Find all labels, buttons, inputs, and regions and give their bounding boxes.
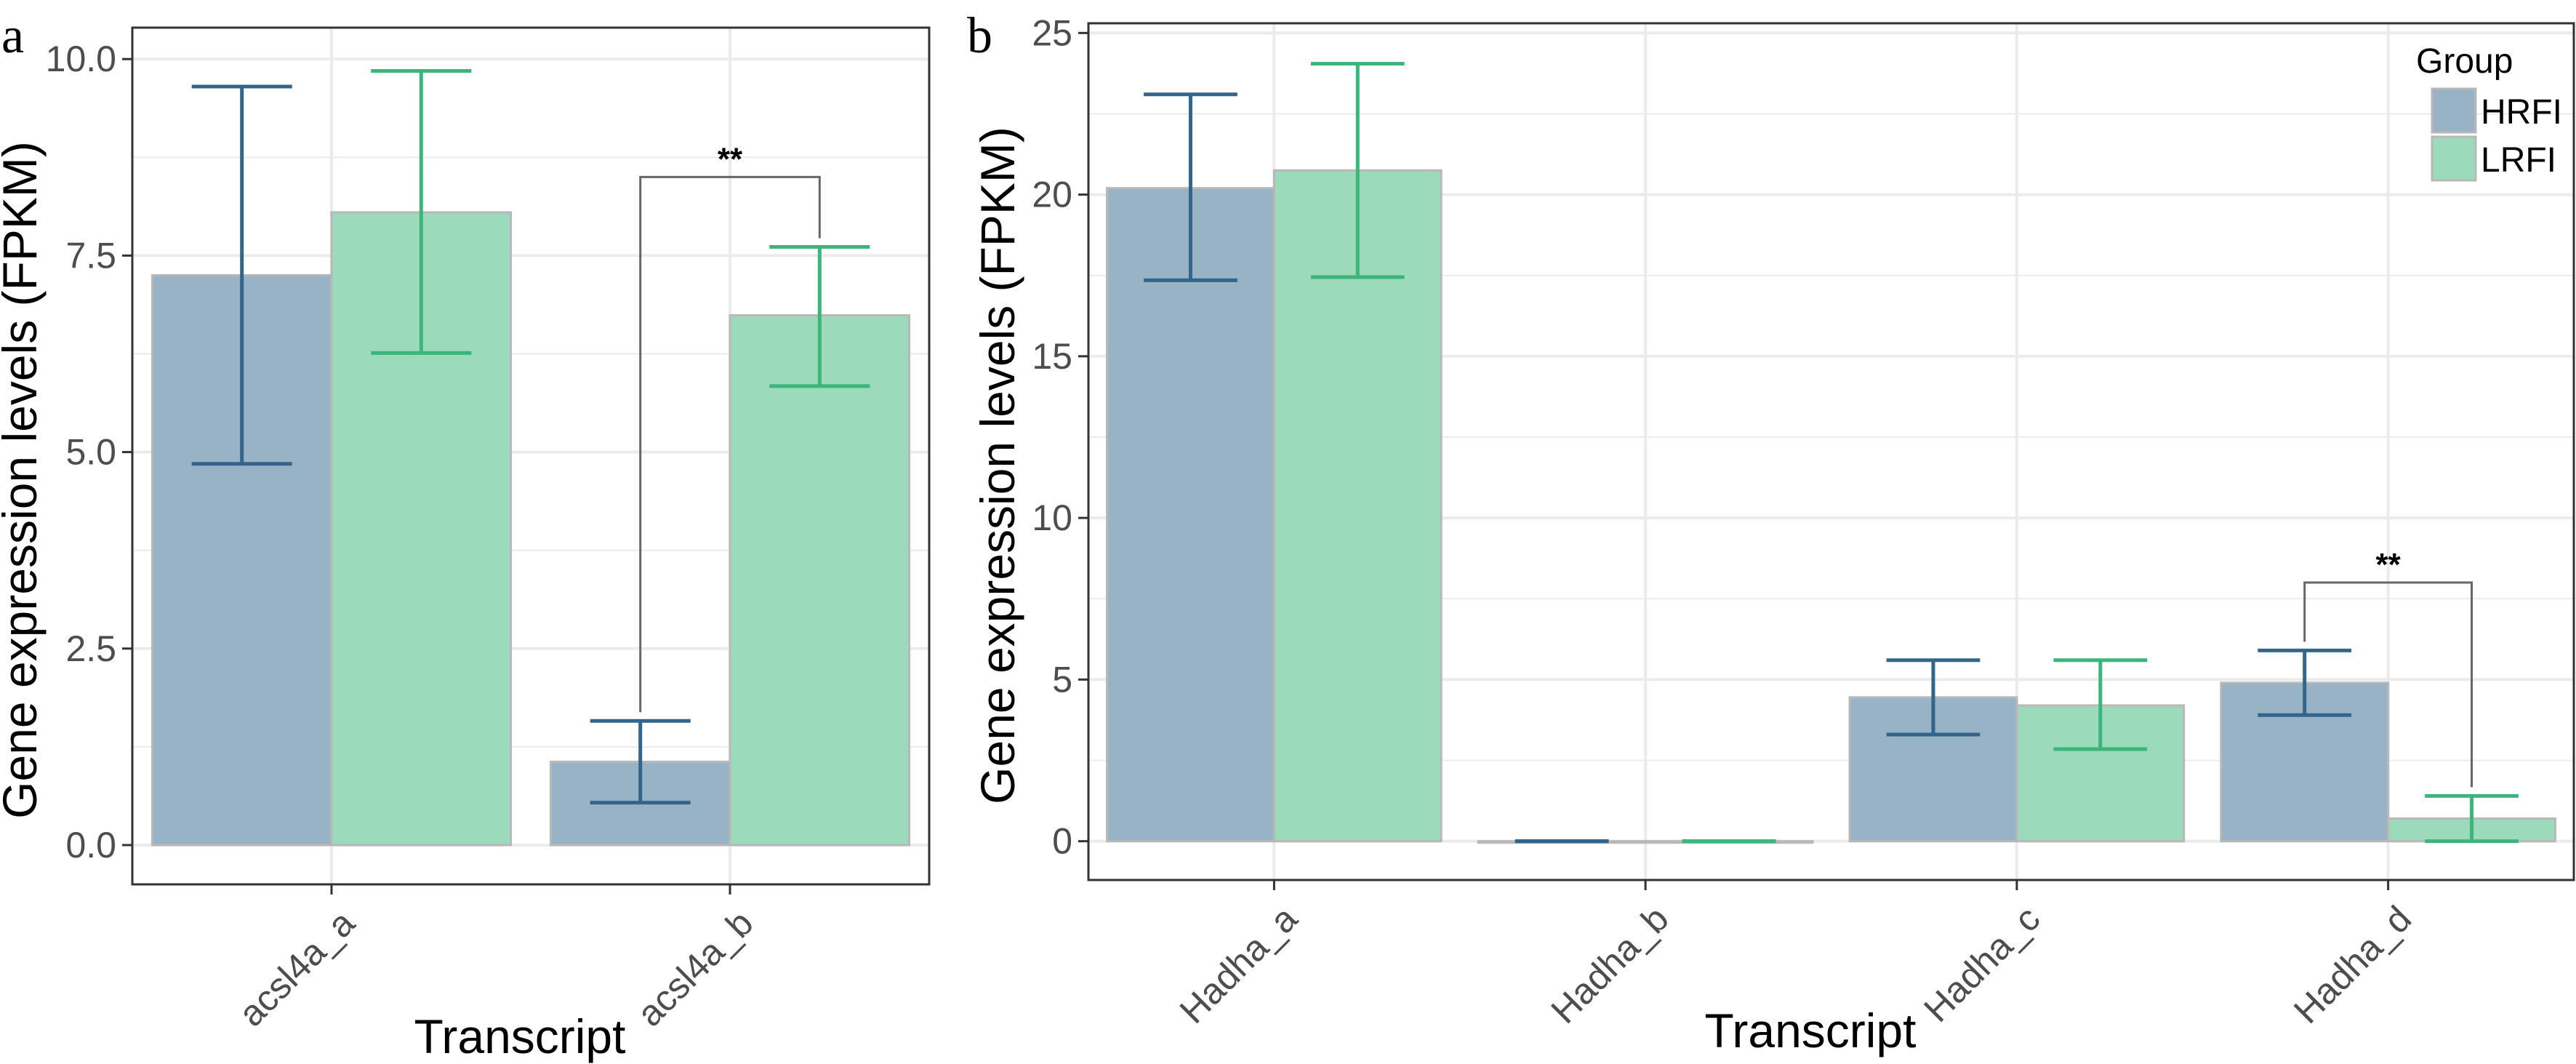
panel-b: 0 5 10 15 20 25 ** Hadha_a Hadha_b Hadha_c Hadha_d…	[967, 8, 2575, 1057]
legend-swatch-lrfi	[2431, 135, 2477, 182]
legend-swatch-hrfi	[2431, 87, 2477, 134]
panel-b-label: b	[967, 8, 992, 64]
panel-b-x-tick-label: Hadha_b	[1544, 898, 1677, 1031]
panel-a-y-tick-label: 2.5	[65, 628, 116, 669]
panel-a-y-tick-label: 7.5	[65, 235, 116, 276]
panel-b-y-tick-label: 10	[1032, 497, 1072, 538]
panel-a-x-tick-label: acsl4a_a	[230, 903, 362, 1034]
panel-b-y-tick-label: 15	[1032, 336, 1072, 377]
panel-a-x-axis-title: Transcript	[414, 1009, 626, 1063]
panel-a: 0.0 2.5 5.0 7.5 10.0 ** acsl4a_a acsl4a_b a Gene …	[0, 8, 931, 1063]
panel-b-y-axis-title: Gene expression levels (FPKM)	[971, 127, 1024, 804]
error-bar-lrfi-hadha_a	[1310, 62, 1405, 279]
significance-bracket	[639, 175, 821, 713]
legend-label-lrfi: LRFI	[2481, 141, 2556, 180]
panel-a-panel-border	[131, 26, 931, 886]
legend-label-hrfi: HRFI	[2481, 93, 2562, 132]
panel-a-y-axis-title: Gene expression levels (FPKM)	[0, 141, 47, 819]
legend: Group HRFI LRFI	[2416, 42, 2562, 182]
panel-a-y-tick-label: 5.0	[65, 432, 116, 473]
significance-bracket-line	[2303, 581, 2473, 788]
bar-lrfi-acsl4a_b	[729, 314, 911, 847]
error-bar-hrfi-hadha_c	[1886, 658, 1981, 737]
error-bar-lrfi-acsl4a_a	[371, 68, 472, 355]
panel-b-x-tick-label: Hadha_d	[2286, 898, 2419, 1031]
panel-b-y-tick-label: 5	[1052, 659, 1072, 700]
error-bar-hrfi-hadha_d	[2258, 648, 2352, 717]
panel-a-x-tick-label: acsl4a_b	[629, 903, 761, 1034]
panel-a-y-tick-label: 10.0	[46, 39, 116, 79]
error-bar-lrfi-hadha_c	[2053, 658, 2148, 751]
panel-b-x-axis-title: Transcript	[1705, 1004, 1917, 1057]
significance-bracket-line	[639, 175, 821, 713]
error-bar-hrfi-acsl4a_b	[590, 719, 691, 805]
significance-label: **	[2376, 547, 2402, 583]
error-bar-hrfi-acsl4a_a	[191, 84, 292, 466]
panel-b-panel-border	[1087, 22, 2575, 881]
panel-a-y-tick-label: 0.0	[65, 825, 116, 865]
error-bar-lrfi-acsl4a_b	[769, 245, 870, 388]
panel-b-y-tick-label: 25	[1032, 12, 1072, 53]
error-bar-hrfi-hadha_a	[1144, 92, 1237, 282]
panel-a-label: a	[1, 8, 24, 64]
panel-b-y-tick-label: 0	[1052, 821, 1072, 862]
bar-hrfi-hadha_a	[1106, 187, 1275, 843]
bar-lrfi-hadha_a	[1272, 169, 1443, 843]
legend-title: Group	[2416, 42, 2513, 81]
significance-label: **	[718, 141, 743, 177]
panel-b-y-tick-label: 20	[1032, 175, 1072, 215]
panel-b-x-tick-label: Hadha_c	[1916, 898, 2047, 1030]
error-bar-lrfi-hadha_d	[2425, 793, 2519, 844]
panel-b-x-tick-label: Hadha_a	[1172, 898, 1305, 1031]
significance-bracket	[2303, 581, 2473, 788]
